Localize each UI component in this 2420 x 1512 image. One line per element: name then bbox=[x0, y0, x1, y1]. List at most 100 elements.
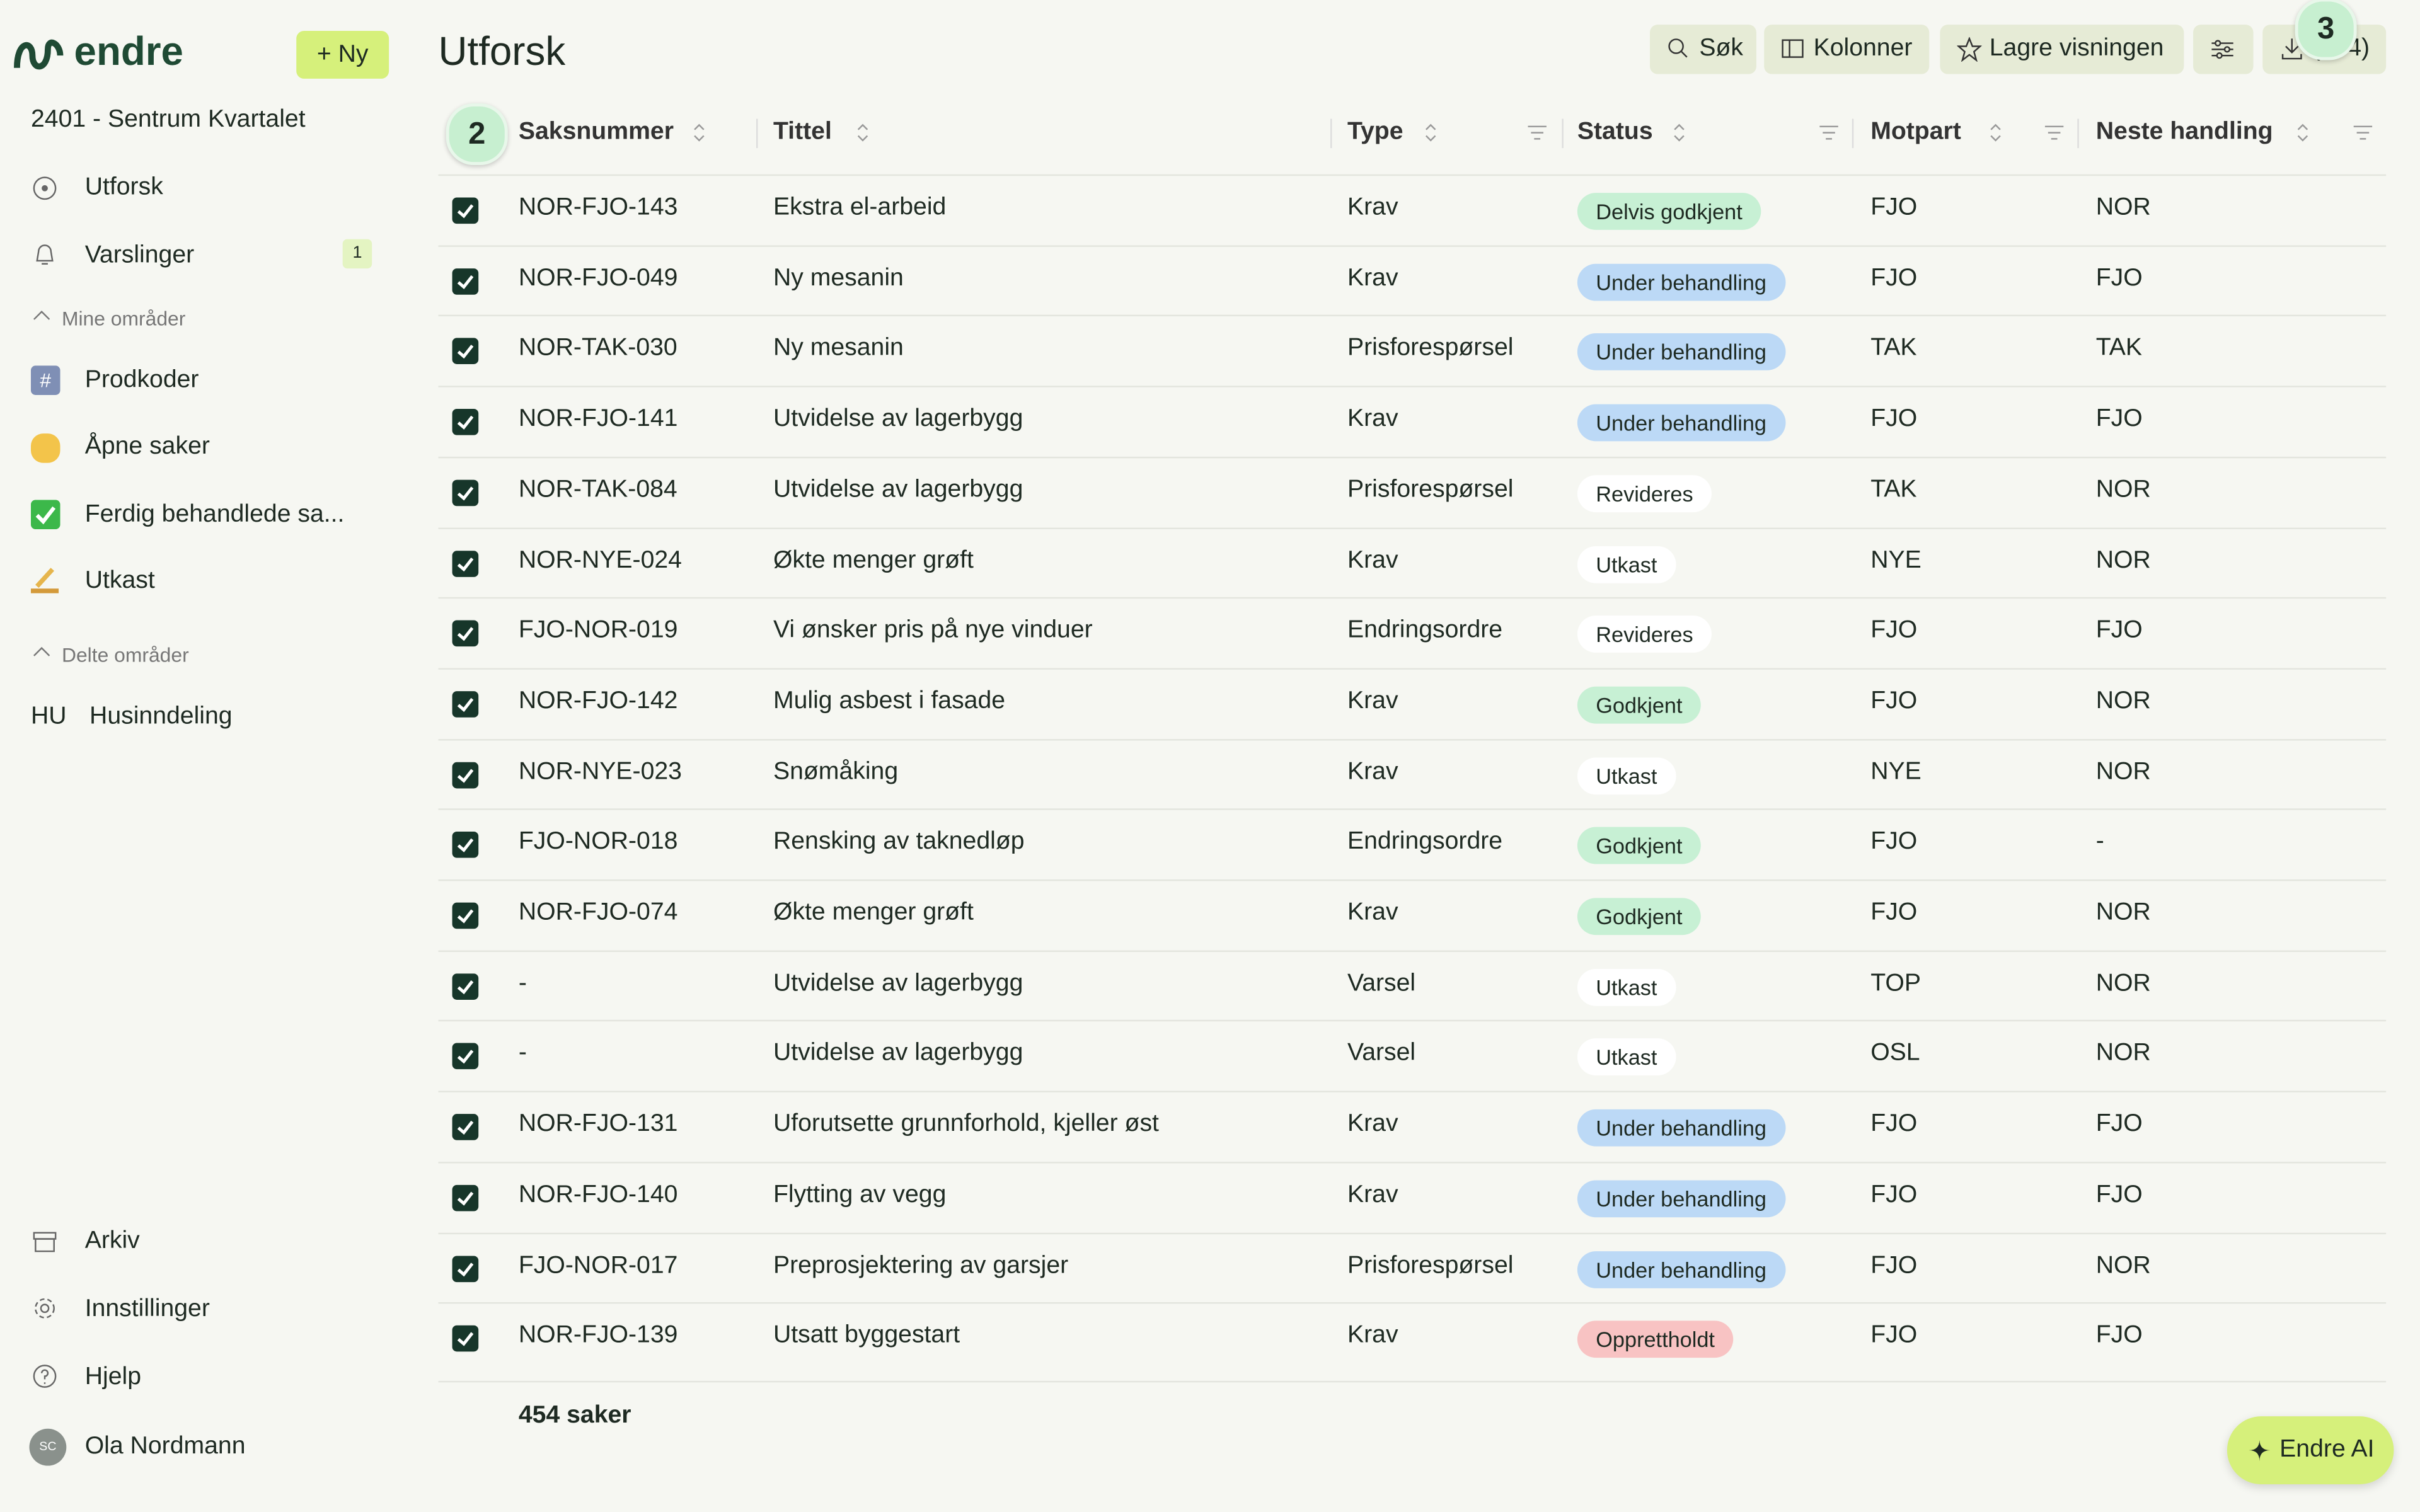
table-cell: NOR-FJO-141 bbox=[518, 406, 678, 432]
table-cell: Prisforespørsel bbox=[1347, 335, 1514, 362]
table-cell: NOR bbox=[2095, 1252, 2151, 1278]
row-checkbox[interactable] bbox=[452, 338, 479, 365]
user-name[interactable]: Ola Nordmann bbox=[84, 1433, 246, 1460]
filter-icon[interactable] bbox=[1526, 122, 1548, 143]
row-checkbox[interactable] bbox=[452, 197, 479, 224]
row-checkbox[interactable] bbox=[452, 690, 479, 718]
sort-icon[interactable] bbox=[1668, 122, 1690, 143]
status-badge: Under behandling bbox=[1577, 263, 1785, 301]
row-checkbox[interactable] bbox=[452, 268, 479, 294]
logo: endre bbox=[74, 28, 183, 74]
table-cell: FJO bbox=[2095, 1111, 2143, 1138]
filter-icon[interactable] bbox=[2352, 122, 2373, 143]
row-checkbox[interactable] bbox=[452, 832, 479, 859]
column-separator bbox=[1330, 118, 1332, 149]
sort-icon[interactable] bbox=[688, 122, 710, 143]
table-cell: Krav bbox=[1347, 1181, 1398, 1208]
status-badge: Opprettholdt bbox=[1577, 1320, 1734, 1358]
status-badge: Godkjent bbox=[1577, 827, 1701, 865]
row-checkbox[interactable] bbox=[452, 1326, 479, 1352]
check bbox=[457, 839, 474, 853]
table-cell: - bbox=[2095, 828, 2104, 856]
table-cell: FJO bbox=[1870, 194, 1918, 221]
check bbox=[457, 556, 474, 571]
row-checkbox[interactable] bbox=[452, 973, 479, 1000]
row-checkbox[interactable] bbox=[452, 1043, 479, 1070]
sort-icon[interactable] bbox=[1985, 122, 2006, 143]
table-cell: Krav bbox=[1347, 899, 1398, 926]
row-divider bbox=[438, 244, 2387, 247]
nav-item[interactable]: Hjelp bbox=[84, 1363, 142, 1390]
search-button[interactable]: Søk bbox=[1649, 25, 1756, 74]
check bbox=[457, 697, 474, 712]
table-cell: - bbox=[518, 970, 527, 997]
nav-item[interactable]: Utkast bbox=[84, 568, 155, 594]
table-cell: Krav bbox=[1347, 406, 1398, 432]
column-header[interactable]: Type bbox=[1347, 118, 1403, 146]
table-cell: FJO bbox=[1870, 1181, 1918, 1208]
sort-icon[interactable] bbox=[1420, 122, 1441, 143]
table-cell: Krav bbox=[1347, 265, 1398, 292]
table-cell: TAK bbox=[1870, 476, 1917, 503]
column-header[interactable]: Tittel bbox=[773, 118, 832, 146]
row-checkbox[interactable] bbox=[452, 761, 479, 788]
columns-button[interactable]: Kolonner bbox=[1764, 25, 1930, 74]
nav-item[interactable]: Ferdig behandlede sa... bbox=[84, 501, 345, 528]
column-header[interactable]: Status bbox=[1577, 118, 1653, 146]
column-header[interactable]: Neste handling bbox=[2095, 118, 2273, 146]
table-cell: FJO bbox=[2095, 1322, 2143, 1349]
table-cell: FJO bbox=[2095, 406, 2143, 432]
column-header[interactable]: Motpart bbox=[1870, 118, 1961, 146]
column-header[interactable]: Saksnummer bbox=[518, 118, 674, 146]
table-cell: Endringsordre bbox=[1347, 828, 1503, 856]
table-cell: Mulig asbest i fasade bbox=[773, 687, 1006, 714]
table-cell: Preprosjektering av garsjer bbox=[773, 1252, 1069, 1278]
filter-icon[interactable] bbox=[1818, 122, 1840, 143]
table-cell: Snømåking bbox=[773, 758, 899, 785]
row-divider bbox=[438, 1302, 2387, 1304]
sort-icon[interactable] bbox=[852, 122, 873, 143]
table-cell: NOR-FJO-139 bbox=[518, 1322, 678, 1349]
nav-item[interactable]: Husinndeling bbox=[89, 703, 233, 730]
section-title[interactable]: Delte områder bbox=[61, 643, 189, 667]
table-cell: Krav bbox=[1347, 1322, 1398, 1349]
row-divider bbox=[438, 949, 2387, 952]
project-name[interactable]: 2401 - Sentrum Kvartalet bbox=[30, 106, 306, 133]
table-cell: FJO bbox=[2095, 1181, 2143, 1208]
nav-item[interactable]: Prodkoder bbox=[84, 367, 199, 394]
nav-item[interactable]: Innstillinger bbox=[84, 1296, 210, 1322]
section-title[interactable]: Mine områder bbox=[61, 307, 186, 331]
status-badge: Revideres bbox=[1577, 616, 1712, 653]
icon bbox=[2211, 40, 2233, 59]
table-cell: Krav bbox=[1347, 547, 1398, 573]
nav-item[interactable]: Utforsk bbox=[84, 174, 163, 201]
table-cell: NOR bbox=[2095, 899, 2151, 926]
row-checkbox[interactable] bbox=[452, 620, 479, 647]
sort-icon[interactable] bbox=[2292, 122, 2313, 143]
row-checkbox[interactable] bbox=[452, 1184, 479, 1211]
row-checkbox[interactable] bbox=[452, 1114, 479, 1141]
nav-item[interactable]: Åpne saker bbox=[84, 433, 210, 460]
chevron bbox=[33, 310, 50, 320]
row-checkbox[interactable] bbox=[452, 902, 479, 929]
column-separator bbox=[1852, 118, 1854, 149]
new-button[interactable]: + Ny bbox=[296, 30, 389, 79]
table-cell: TOP bbox=[1870, 970, 1922, 997]
row-checkbox[interactable] bbox=[452, 1255, 479, 1281]
table-cell: NOR bbox=[2095, 1040, 2151, 1067]
settings-button[interactable] bbox=[2193, 25, 2254, 74]
icon bbox=[1668, 38, 1688, 58]
row-checkbox[interactable] bbox=[452, 409, 479, 435]
filter-icon[interactable] bbox=[2043, 122, 2065, 143]
ai-button[interactable]: Endre AI bbox=[2227, 1416, 2394, 1484]
table-cell: FJO bbox=[1870, 1322, 1918, 1349]
save-view-button[interactable]: Lagre visningen bbox=[1940, 25, 2184, 74]
table-cell: FJO bbox=[1870, 1252, 1918, 1278]
nav-item[interactable]: Arkiv bbox=[84, 1228, 140, 1255]
table-cell: FJO bbox=[1870, 687, 1918, 714]
check bbox=[457, 1050, 474, 1065]
row-checkbox[interactable] bbox=[452, 550, 479, 576]
row-checkbox[interactable] bbox=[452, 479, 479, 506]
table-cell: NOR bbox=[2095, 476, 2151, 503]
nav-item[interactable]: Varslinger bbox=[84, 242, 195, 269]
